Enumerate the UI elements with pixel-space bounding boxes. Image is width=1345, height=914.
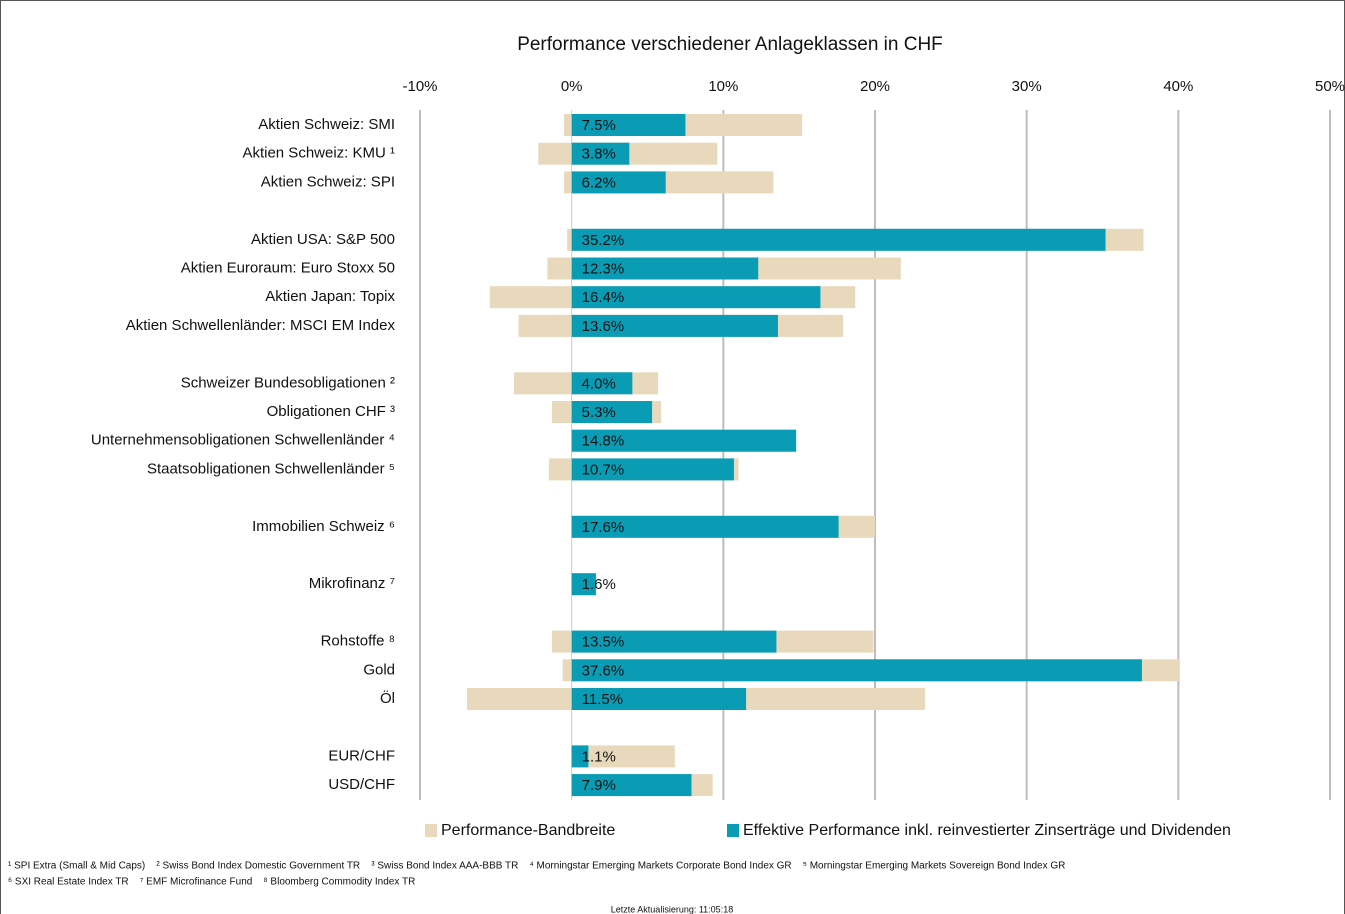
data-label: 35.2% — [582, 232, 625, 249]
data-label: 37.6% — [582, 662, 625, 679]
bar — [571, 745, 589, 768]
y-tick-label: Aktien Schweiz: KMU ¹ — [242, 145, 395, 162]
y-tick-label: Obligationen CHF ³ — [267, 403, 395, 420]
x-tick-label: 10% — [708, 78, 738, 95]
footnote: ¹ SPI Extra (Small & Mid Caps) ² Swiss B… — [8, 861, 1065, 872]
data-label: 11.5% — [582, 691, 623, 708]
bar — [571, 774, 692, 797]
y-tick-label: Aktien Schwellenländer: MSCI EM Index — [126, 317, 396, 334]
bar — [571, 142, 630, 165]
data-label: 16.4% — [582, 289, 625, 306]
bar — [571, 228, 1106, 251]
legend-label: Performance-Bandbreite — [441, 822, 615, 839]
x-tick-label: 40% — [1163, 78, 1193, 95]
data-label: 14.8% — [582, 433, 625, 450]
chart-title: Performance verschiedener Anlageklassen … — [517, 34, 943, 55]
bar — [571, 429, 797, 452]
data-label: 4.0% — [582, 375, 616, 392]
footnote: ⁶ SXI Real Estate Index TR ⁷ EMF Microfi… — [8, 877, 415, 888]
y-tick-label: Mikrofinanz ⁷ — [309, 575, 395, 592]
data-label: 1.6% — [582, 576, 616, 593]
y-tick-label: Aktien Japan: Topix — [265, 288, 395, 305]
y-tick-label: Immobilien Schweiz ⁶ — [252, 518, 395, 535]
data-label: 13.5% — [582, 634, 625, 651]
y-tick-label: EUR/CHF — [328, 747, 395, 764]
data-label: 13.6% — [582, 318, 625, 335]
legend-swatch — [727, 824, 739, 837]
bar — [571, 458, 734, 481]
legend-swatch — [425, 824, 437, 837]
bar — [571, 515, 839, 538]
y-tick-label: Aktien Schweiz: SMI — [258, 116, 395, 133]
update-note: Letzte Aktualisierung: 11:05:18 — [611, 904, 733, 914]
x-tick-label: 30% — [1012, 78, 1042, 95]
y-tick-label: Öl — [380, 689, 395, 707]
x-tick-label: 0% — [561, 78, 583, 95]
x-tick-label: -10% — [402, 78, 437, 95]
x-tick-label: 50% — [1315, 78, 1345, 95]
data-label: 17.6% — [582, 519, 625, 536]
range-bar — [571, 745, 675, 768]
data-label: 5.3% — [582, 404, 616, 421]
bar — [571, 372, 633, 395]
data-label: 3.8% — [582, 146, 616, 163]
data-label: 1.1% — [582, 748, 616, 765]
bar — [571, 659, 1142, 682]
data-label: 7.5% — [582, 117, 616, 134]
x-tick-label: 20% — [860, 78, 890, 95]
bar — [571, 688, 747, 710]
y-tick-label: Staatsobligationen Schwellenländer ⁵ — [147, 460, 395, 477]
y-tick-label: Rohstoffe ⁸ — [321, 633, 395, 650]
data-label: 12.3% — [582, 260, 625, 277]
bar — [571, 314, 778, 337]
y-tick-label: Gold — [363, 661, 395, 678]
y-tick-label: Schweizer Bundesobligationen ² — [181, 374, 395, 391]
bar — [571, 114, 686, 136]
data-label: 7.9% — [582, 777, 616, 794]
y-tick-label: USD/CHF — [328, 776, 395, 793]
y-tick-label: Aktien USA: S&P 500 — [251, 231, 395, 248]
y-tick-label: Aktien Euroraum: Euro Stoxx 50 — [181, 259, 395, 276]
y-tick-label: Unternehmensobligationen Schwellenländer… — [91, 432, 395, 449]
bar — [571, 171, 666, 194]
bar — [571, 257, 759, 280]
bar — [571, 401, 653, 423]
y-tick-label: Aktien Schweiz: SPI — [261, 173, 395, 190]
data-label: 6.2% — [582, 174, 616, 191]
bar — [571, 286, 821, 309]
bar — [571, 573, 596, 596]
bar — [571, 630, 777, 653]
data-label: 10.7% — [582, 461, 625, 478]
legend-label: Effektive Performance inkl. reinvestiert… — [743, 822, 1231, 839]
